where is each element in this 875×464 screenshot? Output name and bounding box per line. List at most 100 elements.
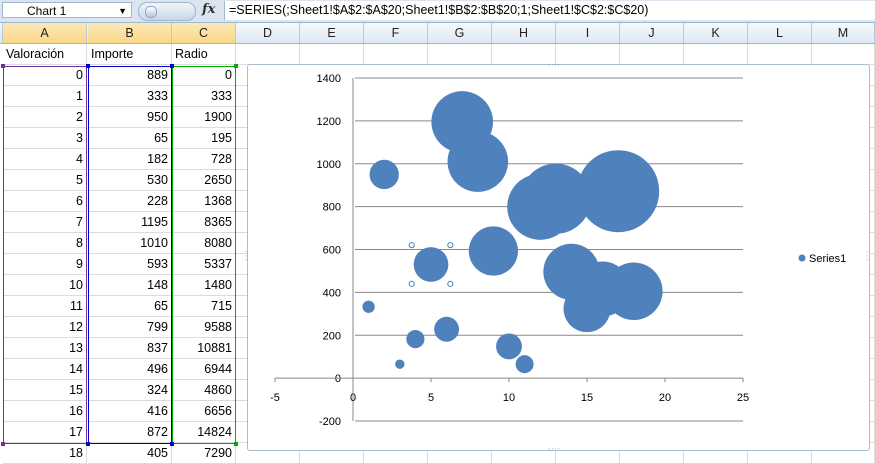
data-cell[interactable]: 12: [3, 317, 87, 338]
data-cell[interactable]: 799: [88, 317, 172, 338]
empty-cell[interactable]: [620, 44, 684, 65]
data-cell[interactable]: 889: [88, 65, 172, 86]
data-cell[interactable]: 14: [3, 359, 87, 380]
chart-resize-handle-top[interactable]: ∙∙∙∙: [548, 60, 561, 69]
data-cell[interactable]: 14824: [172, 422, 236, 443]
column-header-a[interactable]: A: [3, 23, 87, 43]
data-cell[interactable]: 4860: [172, 380, 236, 401]
data-cell[interactable]: 9588: [172, 317, 236, 338]
data-cell[interactable]: 837: [88, 338, 172, 359]
chart-plot[interactable]: -200 0 200 400 600 800 1000 1200 1400 -5 0 5 10 15 20 2…: [248, 65, 871, 452]
data-cell[interactable]: 950: [88, 107, 172, 128]
bubble-point[interactable]: [605, 262, 663, 321]
empty-cell[interactable]: [748, 44, 812, 65]
data-cell[interactable]: 333: [88, 86, 172, 107]
data-cell[interactable]: 13: [3, 338, 87, 359]
column-header-l[interactable]: L: [748, 23, 812, 43]
point-selection-handle[interactable]: [408, 242, 415, 249]
data-cell[interactable]: 65: [88, 296, 172, 317]
data-cell[interactable]: 1480: [172, 275, 236, 296]
splitter-handle-icon[interactable]: [145, 6, 157, 18]
data-cell[interactable]: 15: [3, 380, 87, 401]
formula-bar-splitter[interactable]: [138, 2, 196, 21]
empty-cell[interactable]: [812, 44, 875, 65]
chart-resize-handle-left[interactable]: ∙ ∙ ∙: [245, 247, 249, 264]
data-cell[interactable]: 8080: [172, 233, 236, 254]
select-all-corner[interactable]: [0, 23, 3, 43]
bubble-point[interactable]: [447, 131, 509, 192]
data-cell[interactable]: 5337: [172, 254, 236, 275]
data-cell[interactable]: 16: [3, 401, 87, 422]
column-header-g[interactable]: G: [428, 23, 492, 43]
data-cell[interactable]: 4: [3, 149, 87, 170]
data-cell[interactable]: 8365: [172, 212, 236, 233]
data-cell[interactable]: 1900: [172, 107, 236, 128]
column-header-b[interactable]: B: [88, 23, 172, 43]
empty-cell[interactable]: [364, 44, 428, 65]
bubble-point[interactable]: [395, 359, 405, 369]
data-cell[interactable]: 18: [3, 443, 87, 464]
range-resize-handle[interactable]: [86, 64, 90, 68]
range-resize-handle[interactable]: [1, 442, 5, 446]
name-box[interactable]: Chart 1 ▼: [2, 2, 132, 18]
data-cell[interactable]: 715: [172, 296, 236, 317]
column-header-j[interactable]: J: [620, 23, 684, 43]
data-cell[interactable]: 0: [172, 65, 236, 86]
range-resize-handle[interactable]: [86, 442, 90, 446]
chart-resize-handle-right[interactable]: ∙ ∙ ∙: [866, 247, 870, 264]
point-selection-handle[interactable]: [447, 242, 454, 249]
empty-cell[interactable]: [556, 44, 620, 65]
data-cell[interactable]: 10881: [172, 338, 236, 359]
column-header-i[interactable]: I: [556, 23, 620, 43]
column-title-cell[interactable]: Radio: [172, 44, 236, 65]
data-cell[interactable]: 6944: [172, 359, 236, 380]
data-cell[interactable]: 496: [88, 359, 172, 380]
data-cell[interactable]: 728: [172, 149, 236, 170]
range-resize-handle[interactable]: [170, 64, 174, 68]
bubble-point[interactable]: [369, 159, 399, 190]
data-cell[interactable]: 17: [3, 422, 87, 443]
data-cell[interactable]: 3: [3, 128, 87, 149]
empty-cell[interactable]: [300, 44, 364, 65]
data-cell[interactable]: 405: [88, 443, 172, 464]
column-header-f[interactable]: F: [364, 23, 428, 43]
data-cell[interactable]: 5: [3, 170, 87, 191]
bubble-point[interactable]: [413, 247, 449, 282]
data-cell[interactable]: 7290: [172, 443, 236, 464]
data-cell[interactable]: 6656: [172, 401, 236, 422]
bubble-point[interactable]: [406, 330, 425, 349]
empty-cell[interactable]: [428, 44, 492, 65]
bubble-point[interactable]: [362, 300, 375, 313]
data-cell[interactable]: 7: [3, 212, 87, 233]
column-header-m[interactable]: M: [812, 23, 875, 43]
data-cell[interactable]: 65: [88, 128, 172, 149]
empty-cell[interactable]: [492, 44, 556, 65]
data-cell[interactable]: 333: [172, 86, 236, 107]
data-cell[interactable]: 182: [88, 149, 172, 170]
data-cell[interactable]: 1: [3, 86, 87, 107]
data-cell[interactable]: 324: [88, 380, 172, 401]
point-selection-handle[interactable]: [408, 280, 415, 287]
data-cell[interactable]: 2650: [172, 170, 236, 191]
formula-input[interactable]: =SERIES(;Sheet1!$A$2:$A$20;Sheet1!$B$2:$…: [224, 1, 875, 20]
column-header-k[interactable]: K: [684, 23, 748, 43]
range-resize-handle[interactable]: [234, 442, 238, 446]
data-cell[interactable]: 0: [3, 65, 87, 86]
data-cell[interactable]: 530: [88, 170, 172, 191]
data-cell[interactable]: 11: [3, 296, 87, 317]
data-cell[interactable]: 228: [88, 191, 172, 212]
data-cell[interactable]: 10: [3, 275, 87, 296]
column-title-cell[interactable]: Importe: [88, 44, 172, 65]
point-selection-handle[interactable]: [447, 280, 454, 287]
range-resize-handle[interactable]: [234, 64, 238, 68]
bubble-point[interactable]: [515, 355, 534, 374]
column-header-h[interactable]: H: [492, 23, 556, 43]
bubble-point[interactable]: [434, 316, 460, 342]
empty-cell[interactable]: [236, 44, 300, 65]
bubble-point[interactable]: [520, 163, 591, 234]
data-cell[interactable]: 593: [88, 254, 172, 275]
data-cell[interactable]: 1010: [88, 233, 172, 254]
bubble-point[interactable]: [496, 333, 522, 360]
data-cell[interactable]: 195: [172, 128, 236, 149]
data-cell[interactable]: 872: [88, 422, 172, 443]
